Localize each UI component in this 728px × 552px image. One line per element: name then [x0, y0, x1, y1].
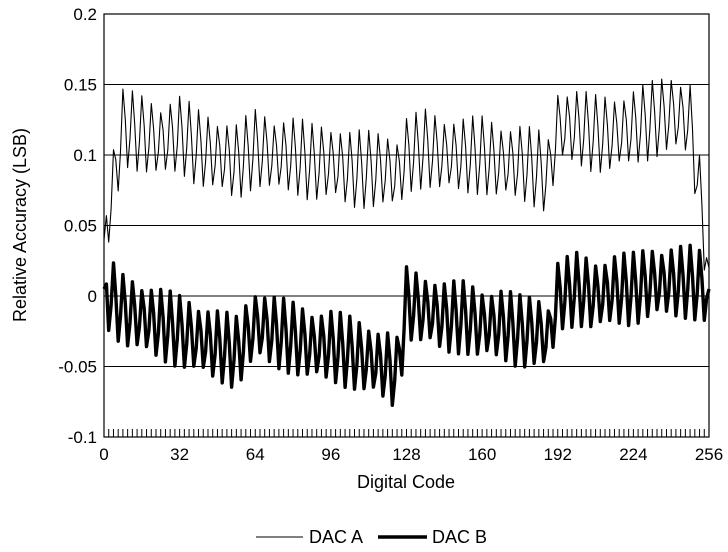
x-tick-label: 192 — [544, 445, 572, 464]
x-tick-label: 0 — [99, 445, 108, 464]
y-tick-label: 0.1 — [73, 146, 97, 165]
x-tick-marks — [103, 429, 710, 437]
y-tick-label: -0.05 — [58, 358, 97, 377]
y-tick-label: 0.05 — [64, 217, 97, 236]
y-axis-title: Relative Accuracy (LSB) — [10, 128, 30, 322]
x-tick-label: 224 — [619, 445, 647, 464]
y-tick-label: -0.1 — [68, 428, 97, 447]
series-line-dac-a — [103, 78, 710, 271]
y-tick-label: 0.2 — [73, 5, 97, 24]
y-tick-label: 0 — [88, 287, 97, 306]
series-layer — [102, 78, 711, 407]
y-tick-labels: -0.1 -0.05 0 0.05 0.1 0.15 0.2 — [58, 5, 97, 447]
x-tick-label: 96 — [321, 445, 340, 464]
x-tick-label: 128 — [392, 445, 420, 464]
x-tick-label: 32 — [170, 445, 189, 464]
x-tick-labels: 0 32 64 96 128 160 192 224 256 — [99, 445, 723, 464]
x-tick-label: 256 — [695, 445, 723, 464]
legend: DAC A DAC B — [256, 527, 487, 547]
x-tick-label: 160 — [468, 445, 496, 464]
series-line-dac-b — [102, 243, 711, 407]
x-tick-label: 64 — [246, 445, 265, 464]
x-axis-title: Digital Code — [357, 472, 455, 492]
legend-label-dac-a: DAC A — [309, 527, 363, 547]
legend-label-dac-b: DAC B — [432, 527, 487, 547]
y-tick-label: 0.15 — [64, 76, 97, 95]
